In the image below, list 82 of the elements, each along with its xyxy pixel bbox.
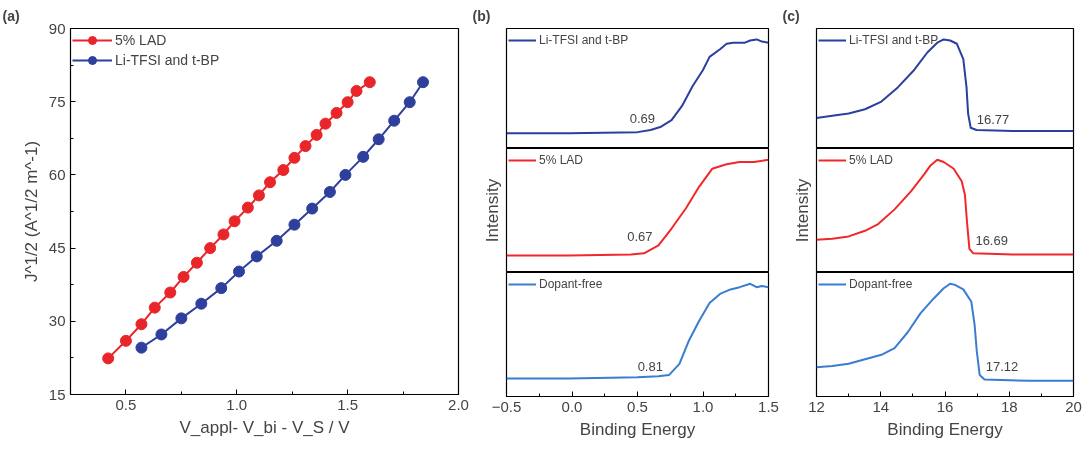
point <box>341 96 354 109</box>
point <box>319 117 332 130</box>
annotation: 0.81 <box>637 359 663 375</box>
x-axis-title: V_appl- V_bi - V_S / V <box>179 417 351 437</box>
x-tick-label: 2.0 <box>448 395 469 413</box>
y-tick-label: 45 <box>48 239 66 257</box>
point <box>252 189 265 202</box>
point <box>388 114 401 127</box>
point <box>175 312 188 325</box>
annotation: 16.77 <box>976 111 1010 127</box>
point <box>357 150 370 163</box>
point <box>250 250 263 263</box>
legend-label: Dopant-free <box>539 277 603 291</box>
point <box>417 76 430 89</box>
chart-title: (b) <box>472 7 491 24</box>
annotation: 0.67 <box>627 229 653 245</box>
legend-label: Li-TFSI and t-BP <box>115 52 220 68</box>
point <box>195 297 208 310</box>
point <box>135 341 148 354</box>
y-tick-label: 60 <box>48 165 66 183</box>
point <box>190 256 203 269</box>
legend-label: 5% LAD <box>849 153 894 167</box>
y-tick-label: 90 <box>48 19 66 37</box>
point <box>372 133 385 146</box>
point <box>264 176 277 189</box>
point <box>288 151 301 164</box>
point <box>288 218 301 231</box>
point <box>148 301 161 314</box>
y-axis-title: Intensity <box>792 178 812 243</box>
point <box>363 76 376 89</box>
x-tick-label: 16 <box>936 397 954 415</box>
point <box>350 84 363 97</box>
legend-label: 5% LAD <box>115 32 167 48</box>
point <box>215 282 228 295</box>
point <box>277 164 290 177</box>
point <box>306 202 319 215</box>
point <box>204 242 217 255</box>
y-axis-title: Intensity <box>482 178 502 243</box>
x-tick-label: 18 <box>1000 397 1018 415</box>
x-tick-label: −0.5 <box>491 397 522 415</box>
x-tick-label: 0.5 <box>627 397 648 415</box>
point <box>323 185 336 198</box>
point <box>135 318 148 331</box>
annotation: 16.69 <box>975 232 1008 248</box>
x-tick-label: 0.5 <box>115 395 137 413</box>
x-tick-label: 20 <box>1065 397 1082 415</box>
y-axis-title: J^1/2 (A^1/2 m^-1) <box>21 140 41 283</box>
point <box>310 128 323 141</box>
y-tick-label: 75 <box>48 92 66 110</box>
point <box>299 140 312 153</box>
point <box>339 168 352 181</box>
x-axis-title: Binding Energy <box>579 419 696 439</box>
chart-title: (a) <box>2 7 20 24</box>
point <box>177 270 190 283</box>
x-axis-title: Binding Energy <box>887 419 1004 439</box>
x-tick-label: 1.0 <box>226 395 248 413</box>
x-tick-label: 14 <box>872 397 890 415</box>
point <box>102 352 115 365</box>
y-tick-label: 30 <box>48 312 66 330</box>
point <box>270 234 283 247</box>
point <box>164 286 177 299</box>
x-tick-label: 0.0 <box>561 397 583 415</box>
annotation: 0.69 <box>629 110 656 126</box>
chart-title: (c) <box>782 7 800 24</box>
point <box>119 334 132 347</box>
y-tick-label: 15 <box>48 385 66 403</box>
x-tick-label: 1.5 <box>758 397 779 415</box>
x-tick-label: 1.0 <box>692 397 714 415</box>
legend-label: 5% LAD <box>539 153 584 167</box>
x-tick-label: 12 <box>808 397 825 415</box>
point <box>233 265 245 278</box>
legend-label: Dopant-free <box>849 277 913 291</box>
point <box>241 201 254 214</box>
legend-label: Li-TFSI and t-BP <box>849 33 939 47</box>
x-tick-label: 1.5 <box>337 395 359 413</box>
point <box>403 96 416 109</box>
legend-label: Li-TFSI and t-BP <box>539 33 629 47</box>
point <box>228 215 241 228</box>
point <box>330 106 343 119</box>
annotation: 17.12 <box>985 359 1019 375</box>
point <box>217 228 230 241</box>
point <box>155 328 168 341</box>
